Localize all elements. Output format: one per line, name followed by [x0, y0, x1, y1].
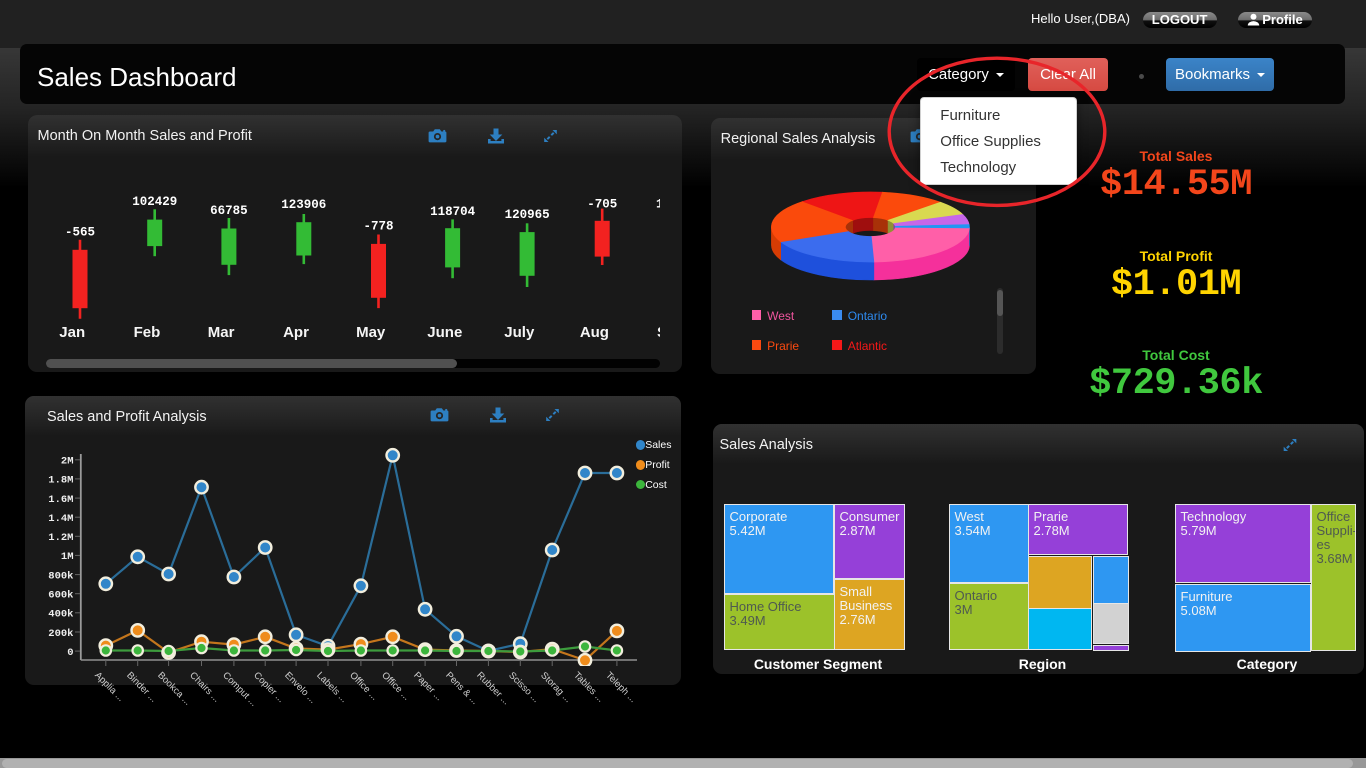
- svg-text:1.4M: 1.4M: [48, 513, 73, 525]
- svg-text:June: June: [427, 324, 462, 341]
- svg-text:118704: 118704: [430, 205, 476, 219]
- svg-text:Jan: Jan: [59, 324, 85, 341]
- svg-text:-705: -705: [587, 197, 617, 211]
- svg-text:July: July: [504, 324, 535, 341]
- svg-text:0: 0: [67, 647, 73, 659]
- svg-text:1M: 1M: [61, 551, 74, 563]
- svg-text:-565: -565: [64, 225, 94, 239]
- svg-text:400k: 400k: [48, 609, 73, 621]
- svg-text:120965: 120965: [504, 208, 549, 222]
- svg-text:1.2M: 1.2M: [48, 532, 73, 544]
- svg-text:Aug: Aug: [579, 324, 608, 341]
- svg-text:600k: 600k: [48, 590, 73, 602]
- svg-text:May: May: [356, 324, 386, 341]
- svg-text:-778: -778: [363, 219, 393, 233]
- svg-text:Feb: Feb: [133, 324, 160, 341]
- svg-text:66785: 66785: [210, 203, 248, 217]
- svg-text:103459: 103459: [655, 197, 659, 211]
- svg-text:Sep: Sep: [656, 324, 659, 341]
- svg-text:Apr: Apr: [283, 324, 309, 341]
- svg-text:Mar: Mar: [207, 324, 234, 341]
- svg-text:123906: 123906: [281, 198, 326, 212]
- svg-text:2M: 2M: [61, 456, 74, 468]
- svg-text:1.8M: 1.8M: [48, 475, 73, 487]
- svg-text:200k: 200k: [48, 628, 73, 640]
- svg-text:800k: 800k: [48, 570, 73, 582]
- svg-text:1.6M: 1.6M: [48, 494, 73, 506]
- svg-text:102429: 102429: [132, 194, 177, 208]
